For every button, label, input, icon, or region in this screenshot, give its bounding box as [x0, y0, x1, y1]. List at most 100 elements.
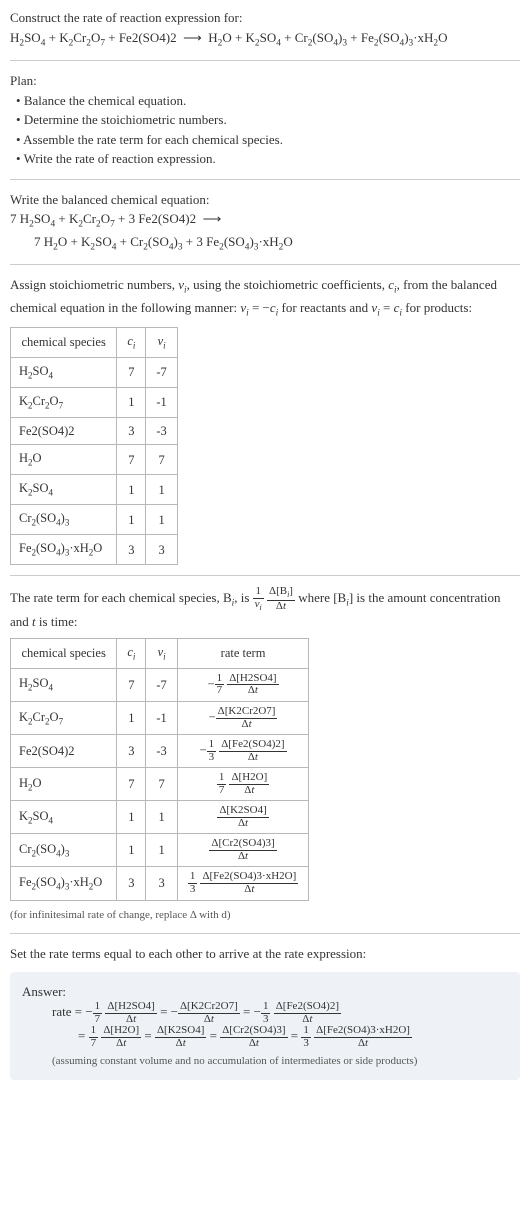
- cell-species: K2Cr2O7: [11, 387, 117, 417]
- cell-ci: 3: [117, 417, 146, 445]
- balanced-equation-lhs: 7 H2SO4 + K2Cr2O7 + 3 Fe2(SO4)2 ⟶: [10, 209, 520, 232]
- cell-rate: −17 Δ[H2SO4]Δt: [177, 668, 308, 701]
- cell-rate: 13 Δ[Fe2(SO4)3·xH2O]Δt: [177, 867, 308, 900]
- cell-vi: 1: [146, 801, 177, 834]
- table-header-row: chemical species ci νi: [11, 327, 178, 357]
- cell-ci: 1: [117, 702, 146, 735]
- table-row: Cr2(SO4)311: [11, 505, 178, 535]
- cell-vi: -3: [146, 417, 177, 445]
- stoich-p5: for products:: [402, 300, 472, 315]
- table-row: H2O77: [11, 445, 178, 475]
- plan-bullet-3: Assemble the rate term for each chemical…: [10, 130, 520, 150]
- cell-ci: 7: [117, 445, 146, 475]
- cell-vi: 1: [146, 834, 177, 867]
- cell-species: K2Cr2O7: [11, 702, 117, 735]
- cell-species: Fe2(SO4)2: [11, 735, 117, 768]
- rate-p2: , is: [234, 590, 252, 605]
- generic-rate-frac1: 1νi: [253, 586, 264, 612]
- cell-species: H2O: [11, 445, 117, 475]
- cell-rate: Δ[K2SO4]Δt: [177, 801, 308, 834]
- table-row: Fe2(SO4)23-3: [11, 417, 178, 445]
- stoich-p1: Assign stoichiometric numbers,: [10, 277, 178, 292]
- rate-p5: is time:: [36, 614, 78, 629]
- cell-vi: 7: [146, 768, 177, 801]
- cell-ci: 1: [117, 834, 146, 867]
- cell-ci: 1: [117, 475, 146, 505]
- cell-ci: 7: [117, 768, 146, 801]
- cell-vi: -1: [146, 387, 177, 417]
- cell-ci: 3: [117, 735, 146, 768]
- rate-table: chemical species ci νi rate term H2SO4 7…: [10, 638, 309, 901]
- unbalanced-equation: H2SO4 + K2Cr2O7 + Fe2(SO4)2 ⟶ H2O + K2SO…: [10, 28, 520, 51]
- table-row: K2SO411: [11, 475, 178, 505]
- col-vi: νi: [146, 638, 177, 668]
- cell-species: Cr2(SO4)3: [11, 834, 117, 867]
- rate-p3: where: [298, 590, 333, 605]
- cell-vi: 3: [146, 867, 177, 900]
- cell-species: K2SO4: [11, 801, 117, 834]
- col-ci: ci: [117, 327, 146, 357]
- cell-rate: −13 Δ[Fe2(SO4)2]Δt: [177, 735, 308, 768]
- col-vi: νi: [146, 327, 177, 357]
- cell-ci: 3: [117, 535, 146, 565]
- intro-line: Construct the rate of reaction expressio…: [10, 8, 520, 28]
- table-row: Fe2(SO4)3·xH2O33: [11, 535, 178, 565]
- cell-rate: 17 Δ[H2O]Δt: [177, 768, 308, 801]
- cell-species: Fe2(SO4)2: [11, 417, 117, 445]
- stoich-paragraph: Assign stoichiometric numbers, νi, using…: [10, 275, 520, 320]
- cell-vi: 7: [146, 445, 177, 475]
- rate-intro: The rate term for each chemical species,…: [10, 586, 520, 632]
- cell-vi: -1: [146, 702, 177, 735]
- cell-vi: -7: [146, 357, 177, 387]
- col-species: chemical species: [11, 327, 117, 357]
- stoich-p4: for reactants and: [278, 300, 371, 315]
- cell-vi: -7: [146, 668, 177, 701]
- table-row: H2SO47-7: [11, 357, 178, 387]
- table-row: H2O 7 7 17 Δ[H2O]Δt: [11, 768, 309, 801]
- plan-bullet-4: Write the rate of reaction expression.: [10, 149, 520, 169]
- cell-rate: −Δ[K2Cr2O7]Δt: [177, 702, 308, 735]
- answer-label: Answer:: [22, 982, 508, 1002]
- table-row: K2Cr2O71-1: [11, 387, 178, 417]
- cell-species: H2SO4: [11, 668, 117, 701]
- cell-species: H2O: [11, 768, 117, 801]
- cell-ci: 3: [117, 867, 146, 900]
- generic-rate-frac2: Δ[Bi]Δt: [267, 586, 295, 612]
- cell-vi: -3: [146, 735, 177, 768]
- answer-rate-line1: rate = −17 Δ[H2SO4]Δt = −Δ[K2Cr2O7]Δt = …: [22, 1001, 508, 1025]
- cell-species: Fe2(SO4)3·xH2O: [11, 535, 117, 565]
- balanced-equation-rhs: 7 H2O + K2SO4 + Cr2(SO4)3 + 3 Fe2(SO4)3·…: [10, 232, 520, 255]
- table-row: H2SO4 7 -7 −17 Δ[H2SO4]Δt: [11, 668, 309, 701]
- cell-vi: 1: [146, 505, 177, 535]
- cell-ci: 7: [117, 357, 146, 387]
- col-species: chemical species: [11, 638, 117, 668]
- cell-species: H2SO4: [11, 357, 117, 387]
- cell-ci: 1: [117, 387, 146, 417]
- set-equal-text: Set the rate terms equal to each other t…: [10, 944, 520, 964]
- stoich-p2: , using the stoichiometric coefficients,: [187, 277, 389, 292]
- table-row: Fe2(SO4)3·xH2O 3 3 13 Δ[Fe2(SO4)3·xH2O]Δ…: [11, 867, 309, 900]
- answer-box: Answer: rate = −17 Δ[H2SO4]Δt = −Δ[K2Cr2…: [10, 972, 520, 1080]
- cell-ci: 1: [117, 505, 146, 535]
- rate-p1: The rate term for each chemical species,: [10, 590, 223, 605]
- stoich-table: chemical species ci νi H2SO47-7 K2Cr2O71…: [10, 327, 178, 566]
- plan-heading: Plan:: [10, 71, 520, 91]
- cell-ci: 7: [117, 668, 146, 701]
- table-row: K2Cr2O7 1 -1 −Δ[K2Cr2O7]Δt: [11, 702, 309, 735]
- plan-bullet-2: Determine the stoichiometric numbers.: [10, 110, 520, 130]
- answer-note: (assuming constant volume and no accumul…: [22, 1053, 508, 1070]
- cell-ci: 1: [117, 801, 146, 834]
- cell-species: K2SO4: [11, 475, 117, 505]
- col-ci: ci: [117, 638, 146, 668]
- balanced-heading: Write the balanced chemical equation:: [10, 190, 520, 210]
- cell-vi: 3: [146, 535, 177, 565]
- infinitesimal-note: (for infinitesimal rate of change, repla…: [10, 907, 520, 924]
- cell-species: Fe2(SO4)3·xH2O: [11, 867, 117, 900]
- table-row: Cr2(SO4)3 1 1 Δ[Cr2(SO4)3]Δt: [11, 834, 309, 867]
- table-header-row: chemical species ci νi rate term: [11, 638, 309, 668]
- answer-rate-line2: = 17 Δ[H2O]Δt = Δ[K2SO4]Δt = Δ[Cr2(SO4)3…: [22, 1025, 508, 1049]
- plan-bullet-1: Balance the chemical equation.: [10, 91, 520, 111]
- table-row: K2SO4 1 1 Δ[K2SO4]Δt: [11, 801, 309, 834]
- table-row: Fe2(SO4)2 3 -3 −13 Δ[Fe2(SO4)2]Δt: [11, 735, 309, 768]
- cell-species: Cr2(SO4)3: [11, 505, 117, 535]
